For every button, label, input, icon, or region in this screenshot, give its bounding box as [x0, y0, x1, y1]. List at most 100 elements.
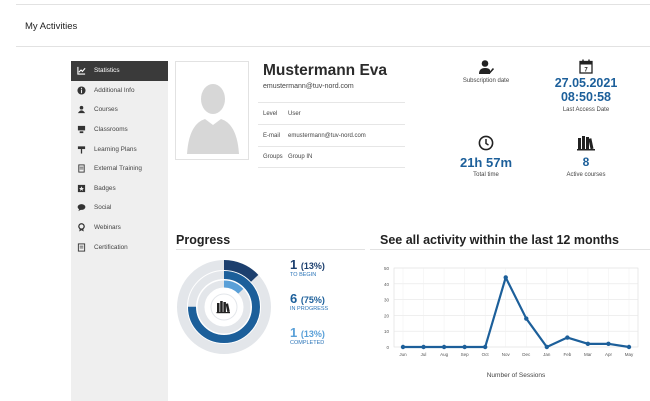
chart-x-axis-label: Number of Sessions	[487, 372, 546, 379]
info-row-email: E-mail emustermann@tuv-nord.com	[258, 124, 405, 146]
info-row-level: Level User	[258, 102, 405, 124]
sidebar-item-certification[interactable]: Certification	[71, 237, 168, 257]
chart-series-line	[403, 276, 630, 349]
user-info-table: Level User E-mail emustermann@tuv-nord.c…	[258, 102, 405, 168]
chart-x-tick-label: May	[625, 352, 634, 357]
progress-donut-chart	[177, 260, 271, 354]
webinar-icon	[77, 223, 86, 232]
sidebar-item-label: Social	[94, 204, 112, 212]
social-icon	[77, 203, 86, 212]
chart-data-point	[421, 344, 426, 350]
calendar-icon: 7	[579, 59, 593, 74]
sidebar-item-external-training[interactable]: External Training	[71, 159, 168, 179]
info-label: E-mail	[263, 132, 281, 139]
user-silhouette-icon	[183, 69, 243, 154]
user-name: Mustermann Eva	[263, 62, 388, 79]
sidebar-item-webinars[interactable]: Webinars	[71, 218, 168, 238]
chart-x-tick-label: Apr	[605, 352, 613, 357]
progress-divider	[176, 249, 365, 250]
progress-completed: 1 (13%) COMPLETED	[290, 325, 325, 346]
activity-line-chart: 0 10 20 30 40 50 Jun Jul Aug Sep Oct Nov Dec Jan Feb Ma…	[384, 266, 639, 379]
chart-x-tick-label: Aug	[440, 352, 449, 357]
certification-icon	[77, 243, 86, 252]
chart-x-tick-label: Dec	[522, 352, 531, 357]
stat-subscription: Subscription date	[451, 59, 521, 84]
chart-x-tick-label: Nov	[502, 352, 511, 357]
books-icon	[216, 301, 230, 314]
sidebar-item-label: Additional Info	[94, 86, 135, 94]
activity-title: See all activity within the last 12 mont…	[380, 233, 619, 247]
chart-data-point	[585, 341, 591, 347]
sidebar-item-additional-info[interactable]: Additional Info	[71, 81, 168, 101]
in-progress-label: IN PROGRESS	[290, 306, 329, 312]
in-progress-percent: (75%)	[300, 295, 325, 305]
chart-y-tick-label: 50	[384, 266, 390, 271]
courses-icon	[77, 105, 86, 114]
info-value: User	[288, 110, 301, 117]
chart-data-point	[503, 275, 508, 280]
user-check-icon	[479, 60, 494, 75]
chart-x-tick-label: Mar	[584, 352, 592, 357]
chart-data-point	[544, 344, 550, 350]
sidebar-item-learning-plans[interactable]: Learning Plans	[71, 139, 168, 159]
in-progress-count: 6	[290, 291, 298, 306]
active-courses-value: 8	[582, 155, 590, 169]
classroom-icon	[77, 125, 86, 134]
progress-in-progress: 6 (75%) IN PROGRESS	[290, 291, 328, 312]
chart-data-point	[482, 344, 488, 350]
info-label: Groups	[263, 154, 283, 160]
completed-label: COMPLETED	[290, 340, 325, 346]
to-begin-label: TO BEGIN	[290, 272, 317, 278]
title-divider	[16, 46, 650, 47]
books-icon	[577, 136, 595, 151]
sidebar-item-statistics[interactable]: Statistics	[71, 61, 168, 81]
sidebar-item-label: Classrooms	[94, 126, 128, 134]
sidebar-item-label: External Training	[94, 165, 142, 173]
chart-x-tick-label: Jul	[421, 352, 427, 357]
sidebar-item-courses[interactable]: Courses	[71, 100, 168, 120]
learning-plan-icon	[77, 145, 86, 154]
external-training-icon	[77, 164, 86, 173]
to-begin-count: 1	[290, 257, 298, 272]
sidebar: Statistics Additional Info Courses Class…	[71, 61, 168, 401]
top-divider	[16, 4, 650, 5]
clock-icon	[478, 135, 494, 151]
chart-data-point	[626, 344, 632, 350]
chart-x-tick-label: Feb	[563, 352, 571, 357]
svg-text:7: 7	[584, 68, 588, 74]
chart-data-point	[462, 344, 467, 350]
badge-icon	[77, 184, 86, 193]
chart-data-point	[441, 344, 447, 350]
last-access-time: 08:50:58	[560, 90, 612, 104]
chart-y-tick-label: 20	[384, 313, 390, 318]
sidebar-item-label: Badges	[94, 184, 116, 192]
progress-title: Progress	[176, 233, 231, 247]
sidebar-item-social[interactable]: Social	[71, 198, 168, 218]
donut-ring-completed	[197, 280, 251, 334]
subscription-caption: Subscription date	[462, 78, 510, 84]
chart-y-tick-label: 10	[384, 329, 390, 334]
to-begin-percent: (13%)	[300, 261, 325, 271]
avatar	[175, 61, 249, 160]
sidebar-item-label: Courses	[94, 106, 118, 114]
last-access-date: 27.05.2021	[554, 76, 618, 90]
page-title: My Activities	[25, 21, 78, 32]
activity-divider	[370, 249, 650, 250]
chart-x-tick-label: Jun	[399, 352, 407, 357]
stat-active-courses: 8 Active courses	[551, 135, 621, 178]
completed-count: 1	[290, 325, 298, 340]
info-value: Group IN	[288, 154, 313, 160]
donut-ring-to-begin	[177, 260, 271, 354]
completed-percent: (13%)	[300, 329, 325, 339]
chart-data-point	[565, 335, 570, 340]
chart-y-tick-label: 30	[384, 298, 390, 303]
donut-ring-in-progress	[188, 271, 260, 343]
sidebar-item-badges[interactable]: Badges	[71, 179, 168, 199]
sidebar-item-classrooms[interactable]: Classrooms	[71, 120, 168, 140]
info-label: Level	[263, 110, 278, 117]
chart-x-tick-label: Sep	[461, 352, 470, 357]
total-time-value: 21h 57m	[459, 155, 513, 170]
progress-to-begin: 1 (13%) TO BEGIN	[290, 257, 325, 278]
chart-y-tick-label: 40	[384, 282, 390, 287]
chart-x-tick-label: Jan	[543, 352, 551, 357]
